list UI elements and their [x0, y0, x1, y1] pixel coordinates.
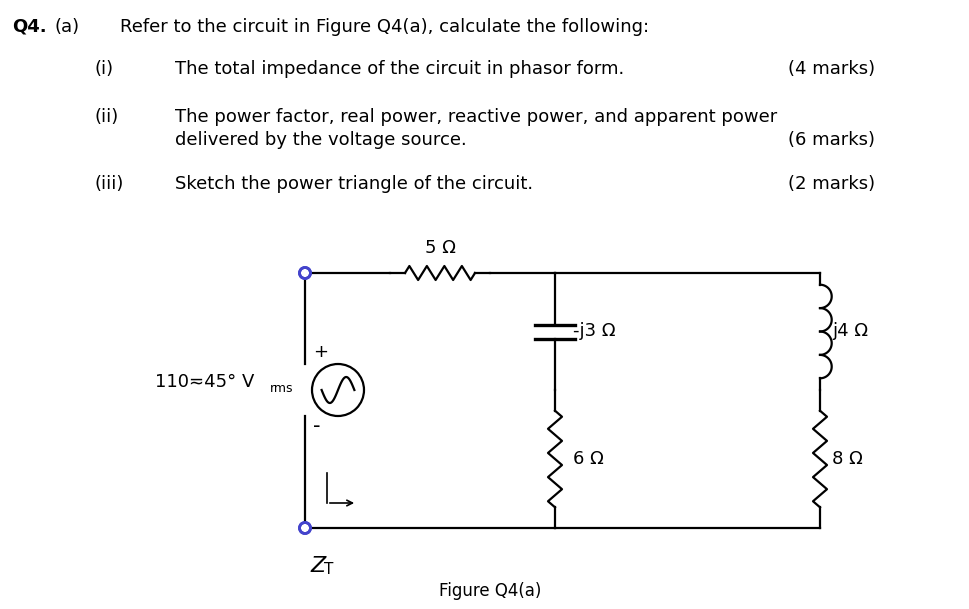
Text: (iii): (iii)	[95, 175, 124, 193]
Text: 8 Ω: 8 Ω	[831, 450, 861, 468]
Circle shape	[300, 524, 309, 532]
Text: Figure Q4(a): Figure Q4(a)	[438, 582, 541, 600]
Text: The power factor, real power, reactive power, and apparent power: The power factor, real power, reactive p…	[174, 108, 776, 126]
Circle shape	[300, 269, 309, 278]
Text: 110≂45° V: 110≂45° V	[155, 373, 254, 391]
Text: (a): (a)	[55, 18, 80, 36]
Text: Q4.: Q4.	[12, 18, 47, 36]
Text: -j3 Ω: -j3 Ω	[573, 323, 615, 340]
Text: delivered by the voltage source.: delivered by the voltage source.	[174, 131, 466, 149]
Text: +: +	[313, 343, 328, 361]
Text: Z: Z	[310, 556, 325, 576]
Text: 5 Ω: 5 Ω	[424, 239, 455, 257]
Text: (2 marks): (2 marks)	[787, 175, 874, 193]
Text: (4 marks): (4 marks)	[787, 60, 874, 78]
Text: -: -	[313, 416, 320, 436]
Text: j4 Ω: j4 Ω	[831, 323, 867, 340]
Text: Sketch the power triangle of the circuit.: Sketch the power triangle of the circuit…	[174, 175, 533, 193]
Text: The total impedance of the circuit in phasor form.: The total impedance of the circuit in ph…	[174, 60, 624, 78]
Text: 6 Ω: 6 Ω	[573, 450, 603, 468]
Text: (i): (i)	[95, 60, 114, 78]
Text: (6 marks): (6 marks)	[787, 131, 874, 149]
Text: rms: rms	[269, 381, 294, 395]
Text: T: T	[324, 562, 333, 577]
Text: Refer to the circuit in Figure Q4(a), calculate the following:: Refer to the circuit in Figure Q4(a), ca…	[120, 18, 648, 36]
Text: (ii): (ii)	[95, 108, 119, 126]
